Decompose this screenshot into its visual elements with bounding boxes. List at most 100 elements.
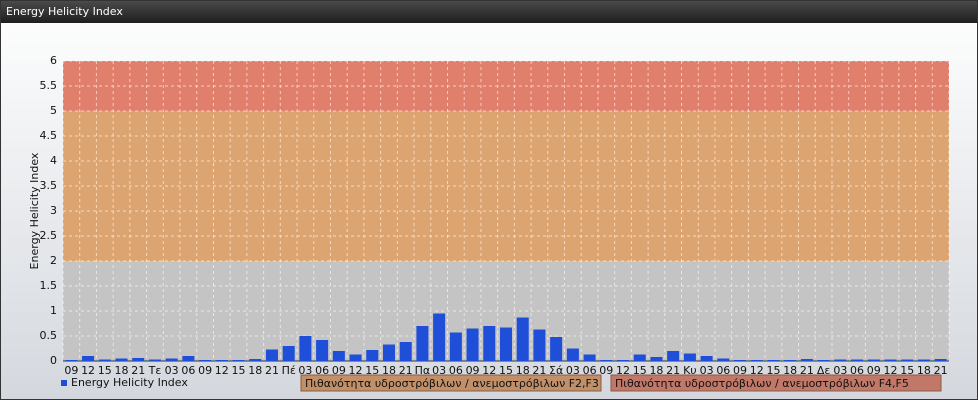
band-legend-box [610,374,942,392]
x-tick-label: 06 [315,364,329,377]
x-tick-label: 18 [248,364,262,377]
bar [165,358,178,361]
x-tick-label: 15 [766,364,780,377]
bar [316,340,329,361]
bar [232,360,245,361]
x-tick-label: Πέ [282,364,296,377]
y-tick-label: 2.5 [40,229,58,242]
y-tick-label: 0 [50,354,57,367]
x-tick-label: 15 [365,364,379,377]
bar [483,326,496,361]
bar [82,356,95,361]
bar [182,356,195,361]
x-tick-label: 18 [516,364,530,377]
bar [299,336,312,361]
bar [901,359,914,361]
bar [583,354,596,361]
x-tick-label: 12 [81,364,95,377]
band-legend-box [300,374,602,392]
y-axis-label: Energy Helicity Index [28,152,41,269]
x-tick-label: 09 [599,364,613,377]
chart: 0 0.5 1 1.5 2 2.5 3 3.5 4 4.5 5 5.5 6 Energy Helicity… [28,54,950,392]
x-tick-label: 18 [917,364,931,377]
bar [633,354,646,361]
x-tick-label: 03 [432,364,446,377]
x-tick-label: 06 [181,364,195,377]
y-tick-label: 4.5 [40,129,58,142]
x-tick-label: 03 [298,364,312,377]
x-tick-label: 18 [115,364,129,377]
bar [499,327,513,361]
bar [683,353,696,361]
x-tick-label: 12 [750,364,764,377]
y-tick-label: 3 [50,204,57,217]
band-legend-label: Πιθανότητα υδροστρόβιλων / ανεμοστρόβιλω… [615,377,909,390]
bar [550,337,563,361]
bar [349,354,362,361]
header-title: Energy Helicity Index [1,1,977,23]
x-tick-label: 09 [733,364,747,377]
y-tick-label: 3.5 [40,179,58,192]
x-tick-label: 15 [633,364,647,377]
legend-swatch [61,380,67,386]
x-tick-label: 09 [867,364,881,377]
y-tick-label: 0.5 [40,329,58,342]
x-tick-label: 06 [850,364,864,377]
bar [533,329,546,361]
bar [867,359,880,361]
bar [65,360,78,361]
x-tick-label: 18 [649,364,663,377]
bar [265,349,278,361]
bar [416,326,429,361]
x-tick-label: 06 [449,364,463,377]
x-tick-label: Κυ [683,364,697,377]
bar [817,360,830,361]
x-tick-label: 21 [265,364,279,377]
bar [667,351,680,361]
bar [199,360,212,361]
bar [784,360,797,361]
bar [399,342,412,361]
band-legend-label: Πιθανότητα υδροστρόβιλων / ανεμοστρόβιλω… [305,377,599,390]
x-tick-label: 03 [566,364,580,377]
bar [566,348,579,361]
bar [851,359,864,361]
y-tick-label: 2 [50,254,57,267]
x-tick-label: 15 [499,364,513,377]
bar [249,359,262,361]
x-tick-label: 12 [482,364,496,377]
x-tick-label: Πα [415,364,431,377]
bar [734,360,747,361]
x-tick-label: 21 [399,364,413,377]
bar [884,359,897,361]
bar [449,332,462,361]
x-tick-label: 09 [332,364,346,377]
x-tick-label: 15 [232,364,246,377]
x-tick-label: 12 [215,364,229,377]
x-tick-label: 21 [131,364,145,377]
x-tick-label: 12 [883,364,897,377]
bar [132,358,145,361]
x-tick-label: 18 [783,364,797,377]
bar [617,360,630,361]
x-tick-label: 21 [800,364,814,377]
x-tick-label: 06 [583,364,597,377]
y-tick-label: 4 [50,154,57,167]
bar [115,358,128,361]
bar [650,357,663,361]
x-tick-label: 18 [382,364,396,377]
x-tick-label: 21 [934,364,948,377]
y-tick-label: 1 [50,304,57,317]
x-tick-label: 09 [198,364,212,377]
x-tick-label: Σά [549,364,563,377]
x-tick-label: 15 [900,364,914,377]
x-tick-label: 15 [98,364,112,377]
y-tick-label: 5 [50,104,57,117]
x-tick-label: 03 [700,364,714,377]
x-tick-label: Δε [817,364,831,377]
bar [466,328,479,361]
y-tick-label: 6 [50,54,57,67]
bar [917,359,930,361]
x-tick-label: 09 [64,364,78,377]
